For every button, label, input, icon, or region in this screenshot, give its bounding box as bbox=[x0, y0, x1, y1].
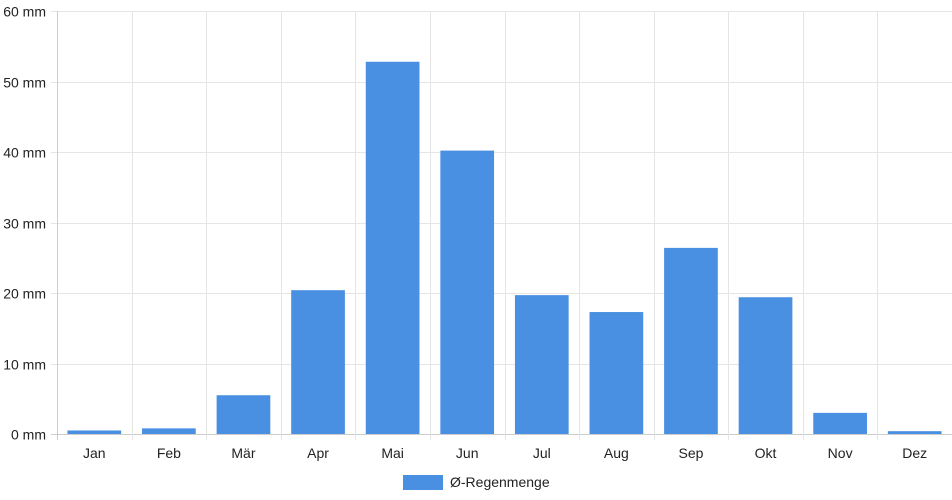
x-tick-label: Apr bbox=[307, 445, 329, 461]
bar-jul[interactable] bbox=[514, 295, 569, 434]
x-tick-label: Mär bbox=[231, 445, 255, 461]
bar-dez[interactable] bbox=[887, 431, 942, 434]
grid-lines bbox=[51, 11, 952, 440]
y-tick-label: 10 mm bbox=[3, 357, 46, 373]
x-tick-label: Jun bbox=[456, 445, 479, 461]
bar-jun[interactable] bbox=[440, 150, 495, 434]
legend-swatch[interactable] bbox=[403, 475, 443, 490]
x-tick-label: Jan bbox=[83, 445, 106, 461]
y-tick-label: 20 mm bbox=[3, 286, 46, 302]
x-tick-label: Sep bbox=[678, 445, 703, 461]
bar-okt[interactable] bbox=[738, 297, 793, 434]
bar-apr[interactable] bbox=[291, 290, 345, 434]
y-tick-label: 30 mm bbox=[3, 216, 46, 232]
bars bbox=[67, 61, 942, 434]
x-tick-label: Aug bbox=[604, 445, 629, 461]
y-tick-label: 0 mm bbox=[11, 427, 46, 443]
bar-aug[interactable] bbox=[589, 312, 644, 434]
x-tick-label: Dez bbox=[902, 445, 927, 461]
x-tick-label: Jul bbox=[533, 445, 551, 461]
x-tick-label: Okt bbox=[755, 445, 777, 461]
bar-nov[interactable] bbox=[813, 412, 867, 434]
y-axis-labels: 0 mm 10 mm 20 mm 30 mm 40 mm 50 mm 60 mm bbox=[3, 4, 46, 443]
x-tick-label: Mai bbox=[381, 445, 404, 461]
bar-mär[interactable] bbox=[216, 395, 271, 434]
bar-mai[interactable] bbox=[365, 61, 420, 434]
x-tick-label: Feb bbox=[157, 445, 181, 461]
y-tick-label: 60 mm bbox=[3, 4, 46, 20]
legend[interactable]: Ø-Regenmenge bbox=[403, 474, 550, 490]
x-axis-labels: Jan Feb Mär Apr Mai Jun Jul Aug Sep Okt Nov Dez bbox=[83, 445, 927, 461]
bar-jan[interactable] bbox=[67, 430, 122, 434]
legend-label[interactable]: Ø-Regenmenge bbox=[450, 474, 550, 490]
y-tick-label: 40 mm bbox=[3, 145, 46, 161]
x-tick-label: Nov bbox=[828, 445, 853, 461]
bar-sep[interactable] bbox=[664, 247, 718, 434]
y-tick-label: 50 mm bbox=[3, 75, 46, 91]
bar-feb[interactable] bbox=[142, 428, 196, 434]
